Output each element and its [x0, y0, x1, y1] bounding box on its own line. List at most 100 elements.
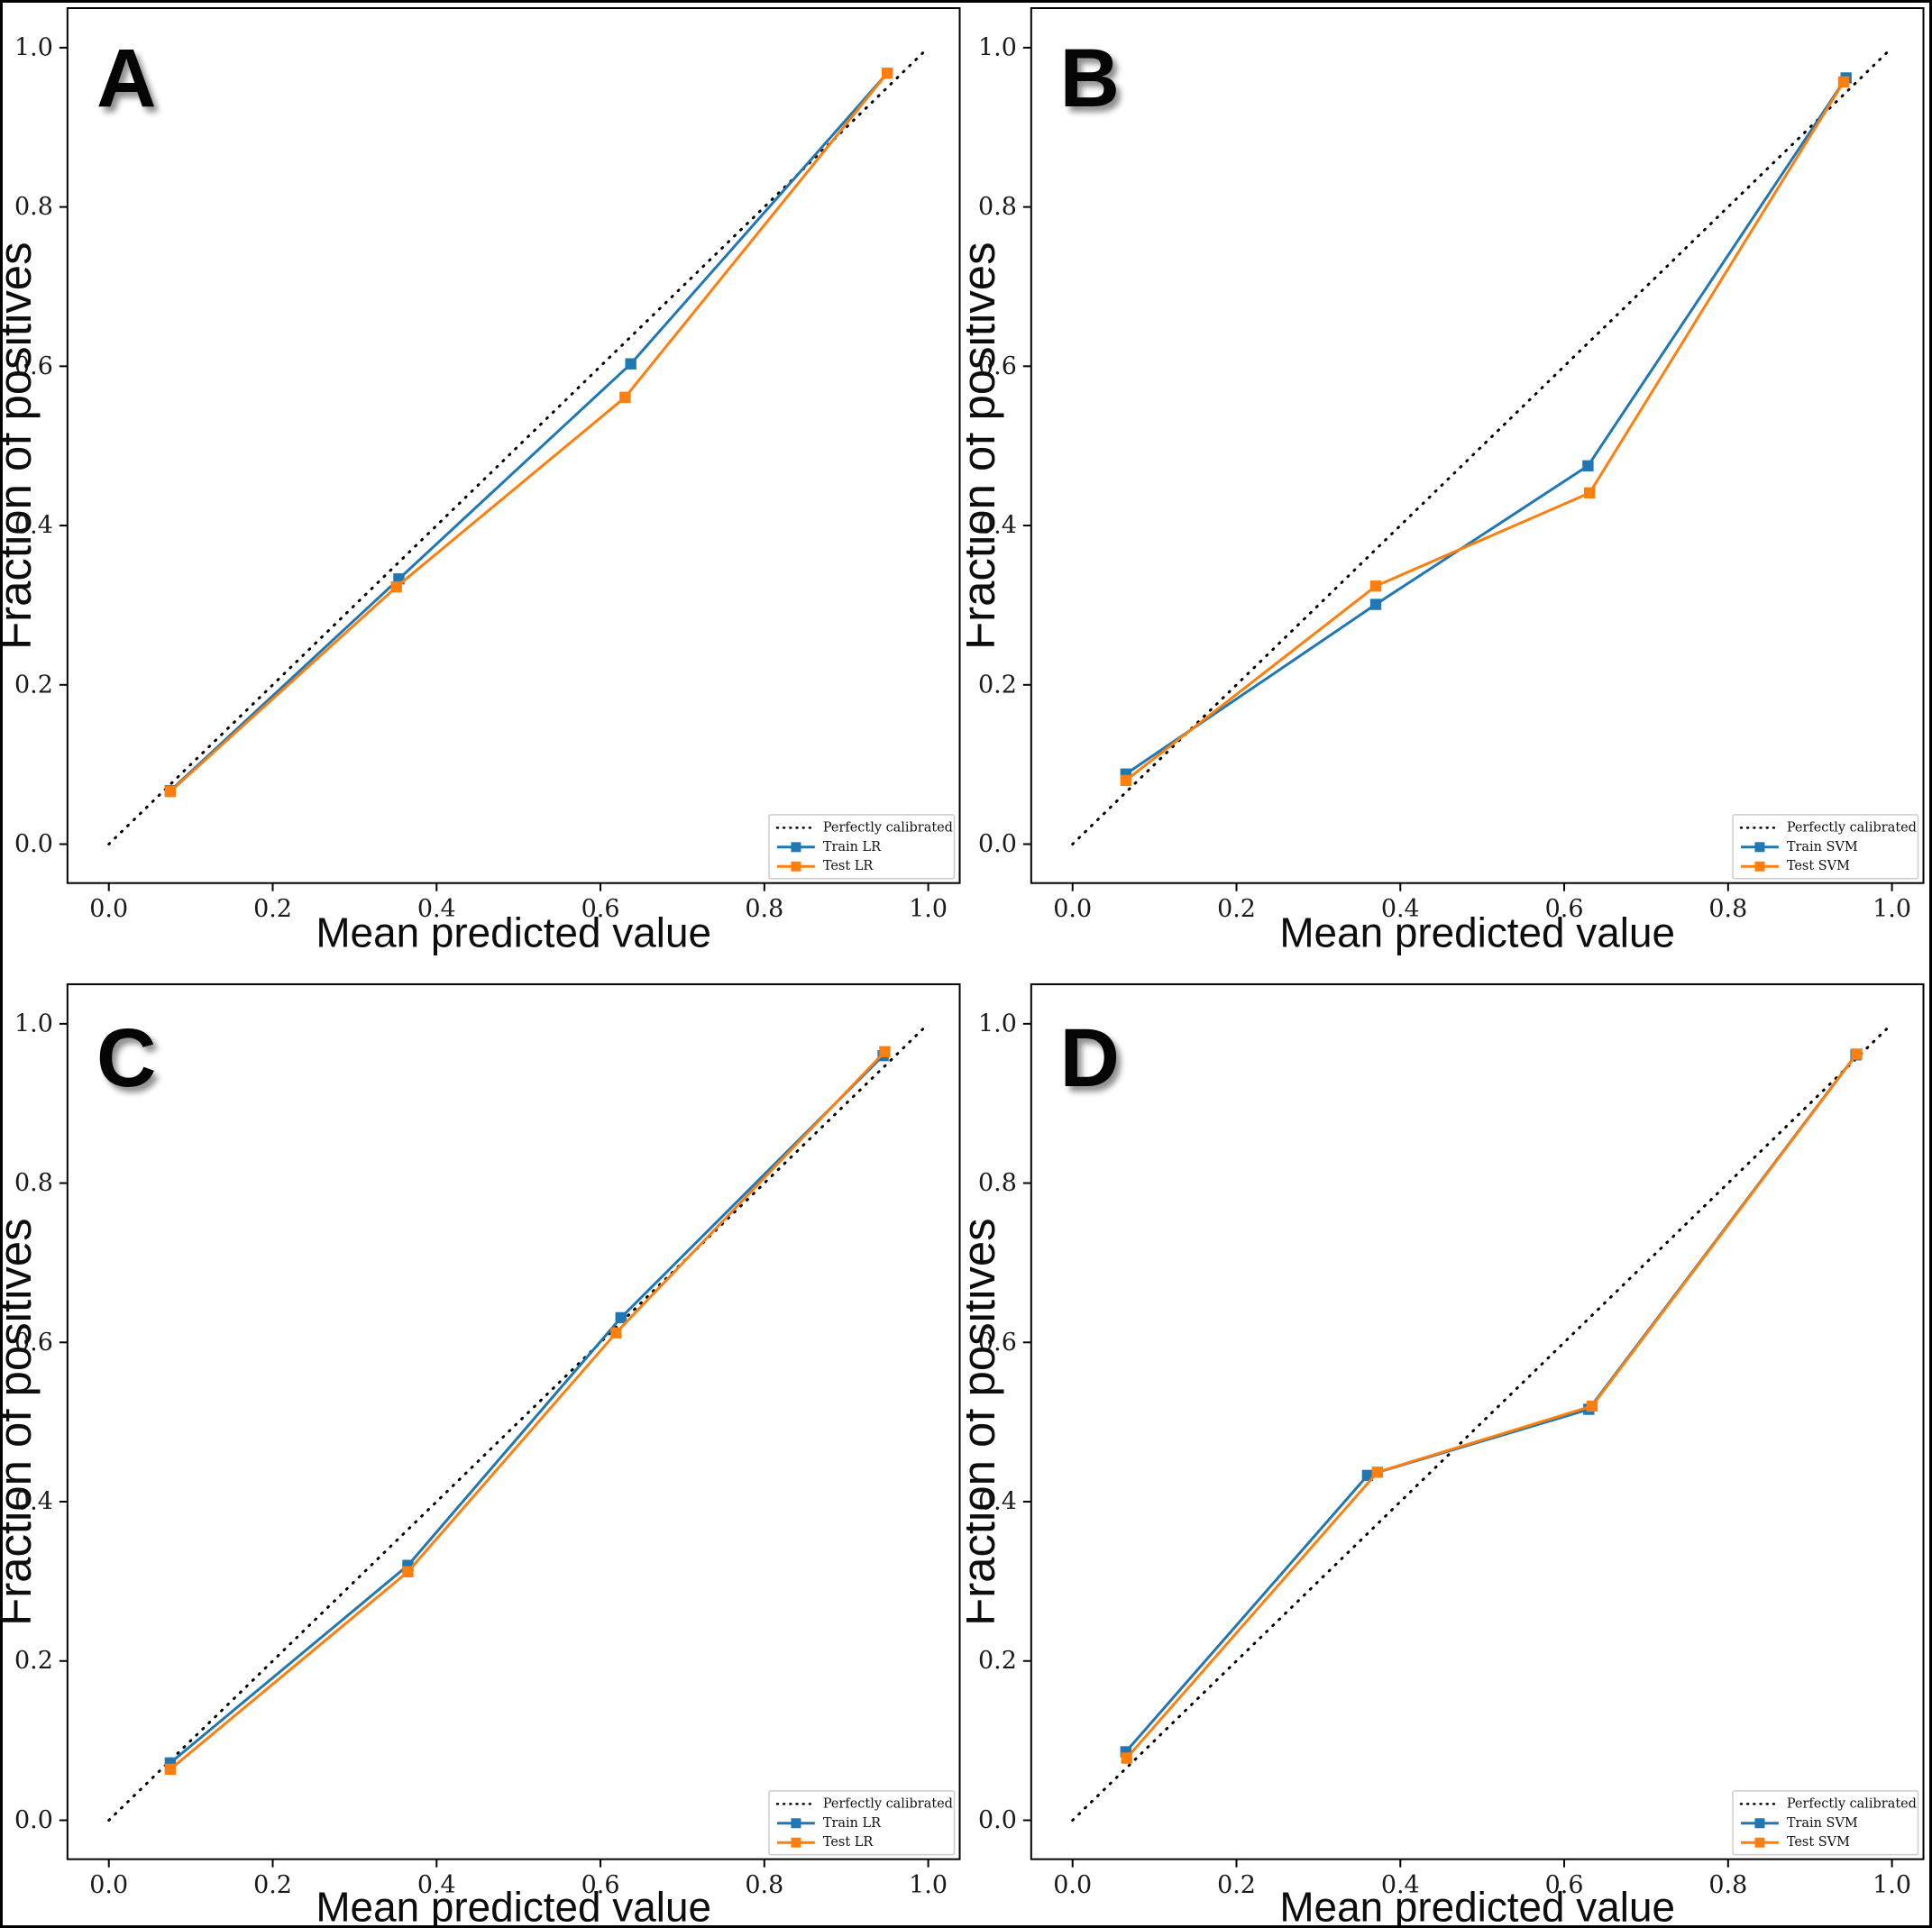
series-line-train — [169, 72, 889, 792]
legend-label: Test LR — [823, 859, 874, 873]
panel-label-d: D — [1059, 1011, 1120, 1104]
calibration-plot-d: 0.0 0.0 0.2 0.2 0.4 0.4 0.6 0.6 0.8 0.8 1.0 1.0 Mean… — [966, 982, 1925, 1925]
series-line-test — [1124, 81, 1845, 782]
marker-test-point — [881, 67, 893, 79]
x-tick-label: 0.6 — [1544, 1870, 1583, 1898]
perfectly-calibrated-line — [1070, 1021, 1893, 1822]
legend-label: Perfectly calibrated — [1786, 820, 1916, 835]
x-tick-label: 0.4 — [417, 1870, 456, 1898]
marker-test-point — [1850, 1047, 1863, 1060]
calibration-plot-c: 0.0 0.0 0.2 0.2 0.4 0.4 0.6 0.6 0.8 0.8 1.0 1.0 Mean… — [3, 982, 961, 1925]
legend: Perfectly calibrated Train SVM Test SVM — [1731, 1789, 1918, 1855]
x-tick-label: 0.2 — [1217, 895, 1256, 923]
legend: Perfectly calibrated Train LR Test LR — [768, 1789, 956, 1855]
marker-test-point — [164, 786, 177, 798]
marker-test-point — [402, 1566, 414, 1577]
x-tick-label: 0.8 — [745, 895, 783, 923]
y-tick-label: 1.0 — [14, 1010, 53, 1037]
marker-train-point — [1369, 599, 1381, 610]
x-tick-label: 0.8 — [1708, 895, 1747, 923]
y-tick-label: 1.0 — [978, 1010, 1017, 1037]
y-tick-label: 0.2 — [978, 671, 1017, 699]
y-tick-label: 0.8 — [14, 1169, 53, 1197]
marker-test-point — [1369, 580, 1381, 592]
x-tick-label: 0.6 — [1544, 895, 1583, 923]
marker-train-point — [625, 358, 636, 370]
legend-label: Test LR — [823, 1835, 874, 1850]
legend-marker-train — [791, 1817, 801, 1828]
panel-a: 0.0 0.0 0.2 0.2 0.4 0.4 0.6 0.6 0.8 0.8 1.0 1.0 Mean… — [3, 3, 966, 964]
legend-label: Train LR — [823, 840, 882, 854]
y-tick-label: 1.0 — [14, 33, 53, 61]
marker-test-point — [619, 391, 631, 403]
series-line-train — [169, 1054, 884, 1764]
panel-d: 0.0 0.0 0.2 0.2 0.4 0.4 0.6 0.6 0.8 0.8 1.0 1.0 Mean… — [966, 964, 1929, 1925]
y-tick-label: 0.6 — [978, 352, 1017, 380]
y-tick-label: 0.6 — [978, 1328, 1017, 1356]
y-tick-label: 0.6 — [14, 352, 53, 380]
panel-label-a: A — [96, 32, 157, 124]
x-tick-label: 0.0 — [1053, 895, 1092, 923]
calibration-plot-a: 0.0 0.0 0.2 0.2 0.4 0.4 0.6 0.6 0.8 0.8 1.0 1.0 Mean… — [3, 6, 961, 956]
marker-test-point — [879, 1046, 891, 1057]
y-tick-label: 0.0 — [14, 830, 53, 858]
y-tick-label: 0.8 — [978, 193, 1017, 221]
legend: Perfectly calibrated Train LR Test LR — [768, 814, 956, 880]
series-line-test — [169, 72, 889, 793]
x-axis-label: Mean predicted value — [316, 1883, 711, 1925]
x-tick-label: 0.6 — [581, 1870, 620, 1898]
x-tick-label: 0.8 — [745, 1870, 783, 1898]
marker-test-point — [1371, 1466, 1383, 1478]
x-axis-label: Mean predicted value — [1279, 909, 1675, 956]
panel-label-b: B — [1059, 32, 1120, 124]
axes-box — [1030, 982, 1925, 1860]
series-line-test — [169, 1050, 886, 1770]
perfectly-calibrated-line — [107, 1021, 930, 1822]
legend-marker-train — [791, 842, 801, 853]
legend-box — [768, 1789, 956, 1855]
marker-test-point — [164, 1763, 177, 1775]
y-tick-label: 0.0 — [978, 1805, 1017, 1833]
axes-box — [66, 982, 961, 1860]
x-tick-label: 0.2 — [253, 895, 292, 923]
legend: Perfectly calibrated Train SVM Test SVM — [1731, 814, 1918, 880]
y-tick-label: 0.0 — [978, 830, 1017, 858]
x-tick-label: 0.4 — [417, 895, 456, 923]
y-tick-label: 0.4 — [14, 1487, 53, 1515]
legend-marker-train — [1753, 842, 1764, 853]
y-axis-label: Fraction of positives — [966, 1218, 1004, 1625]
panel-label-c: C — [96, 1011, 157, 1104]
series-line-train — [1124, 77, 1847, 775]
y-tick-label: 0.2 — [14, 671, 53, 699]
legend-marker-test — [791, 1837, 801, 1848]
x-tick-label: 0.8 — [1708, 1870, 1747, 1898]
x-axis-label: Mean predicted value — [1279, 1883, 1675, 1925]
x-tick-label: 1.0 — [909, 1870, 948, 1898]
marker-train-point — [1581, 460, 1594, 471]
marker-test-point — [1120, 774, 1131, 787]
legend-marker-test — [791, 861, 801, 872]
x-tick-label: 0.2 — [1217, 1870, 1256, 1898]
y-axis-label: Fraction of positives — [3, 242, 41, 649]
x-tick-label: 0.4 — [1380, 1870, 1419, 1898]
legend-marker-test — [1753, 861, 1764, 872]
y-tick-label: 0.8 — [14, 193, 53, 221]
marker-test-point — [1121, 1751, 1132, 1764]
x-tick-label: 0.6 — [581, 895, 620, 923]
x-tick-label: 0.2 — [253, 1870, 292, 1898]
panel-b: 0.0 0.0 0.2 0.2 0.4 0.4 0.6 0.6 0.8 0.8 1.0 1.0 Mean… — [966, 3, 1929, 964]
y-tick-label: 0.4 — [14, 512, 53, 540]
marker-test-point — [610, 1327, 622, 1339]
y-axis-label: Fraction of positives — [966, 242, 1004, 649]
legend-label: Test SVM — [1786, 1835, 1849, 1850]
perfectly-calibrated-line — [1070, 46, 1893, 846]
marker-train-point — [615, 1311, 627, 1323]
calibration-plot-b: 0.0 0.0 0.2 0.2 0.4 0.4 0.6 0.6 0.8 0.8 1.0 1.0 Mean… — [966, 6, 1925, 956]
marker-test-point — [1837, 76, 1849, 88]
marker-test-point — [1583, 487, 1595, 499]
legend-marker-train — [1753, 1817, 1764, 1828]
legend-label: Test SVM — [1786, 859, 1849, 873]
legend-box — [1731, 814, 1918, 880]
legend-box — [768, 814, 956, 880]
